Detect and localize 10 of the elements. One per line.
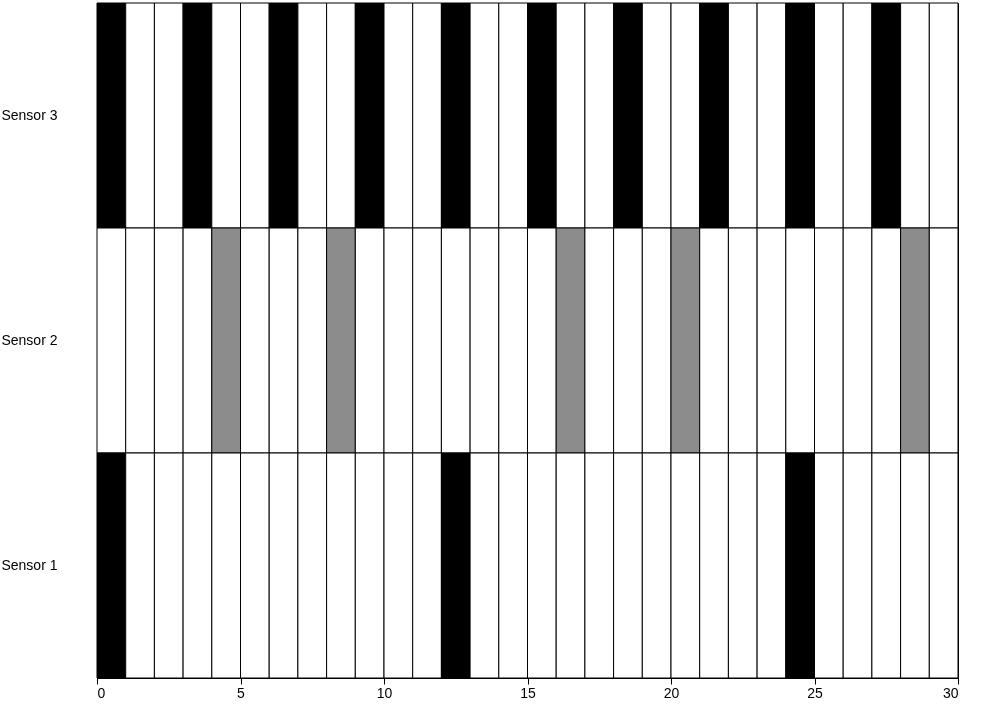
y-tick-label: Sensor 1 bbox=[1, 556, 58, 573]
y-tick-label: Sensor 3 bbox=[1, 106, 58, 123]
x-tick-label: 30 bbox=[942, 684, 959, 701]
x-tick-label: 10 bbox=[376, 684, 393, 701]
y-tick-label: Sensor 2 bbox=[1, 331, 58, 348]
x-tick-label: 0 bbox=[97, 684, 106, 701]
x-tick-label: 20 bbox=[663, 684, 680, 701]
x-tick-label: 5 bbox=[237, 684, 246, 701]
x-tick-label: 15 bbox=[520, 684, 536, 701]
x-tick-label: 25 bbox=[807, 684, 823, 701]
